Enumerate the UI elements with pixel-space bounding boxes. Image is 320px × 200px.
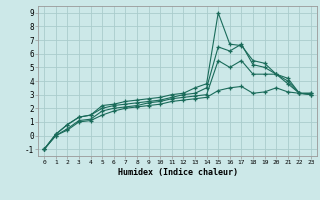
X-axis label: Humidex (Indice chaleur): Humidex (Indice chaleur) (118, 168, 238, 177)
